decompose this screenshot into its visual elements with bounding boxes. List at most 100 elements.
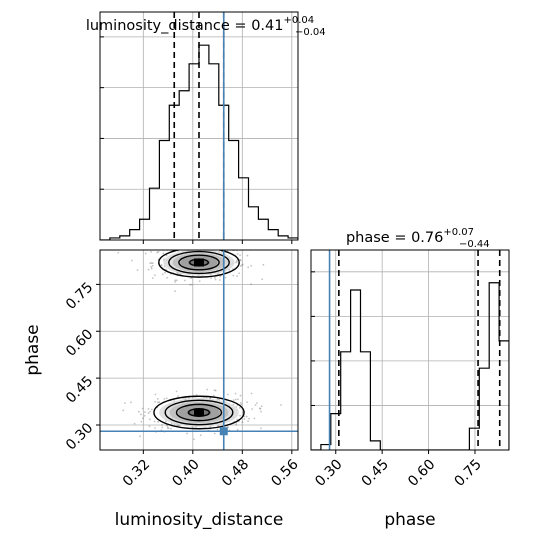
mode-peak-1 [194, 408, 204, 417]
sample-point [157, 250, 160, 253]
y-axis-label-phase: phase [23, 324, 43, 375]
sample-point [139, 435, 141, 438]
sample-point [167, 427, 170, 430]
sample-point [162, 252, 165, 255]
sample-point [150, 266, 153, 268]
sample-point [157, 401, 159, 404]
sample-point [213, 432, 216, 435]
contour-0-0 [158, 250, 240, 278]
hist-phase-steps [311, 282, 509, 450]
sample-point [186, 432, 188, 435]
sample-point [147, 268, 150, 271]
sample-point [163, 397, 166, 400]
sample-point [188, 247, 190, 249]
mode-peak-0 [194, 258, 204, 267]
sample-point [235, 261, 238, 264]
sample-point [143, 414, 146, 417]
sample-point [156, 397, 159, 400]
sample-point [239, 258, 241, 261]
sample-point [142, 417, 144, 420]
sample-point [197, 243, 199, 245]
contour-1-2 [175, 403, 223, 422]
sample-point [262, 263, 265, 266]
hist-phase-quantiles [338, 250, 501, 450]
contour-1-1 [164, 399, 234, 426]
sample-point [149, 262, 152, 265]
sample-point [260, 410, 262, 413]
sample-point [204, 245, 206, 247]
sample-point [250, 264, 253, 267]
sample-point [143, 411, 146, 414]
sample-point [188, 244, 190, 246]
sample-point [149, 410, 151, 413]
sample-point [179, 273, 182, 276]
sample-point [235, 260, 238, 263]
sample-point [204, 242, 206, 244]
sample-point [280, 404, 282, 406]
contour-0-2 [178, 254, 220, 271]
sample-point [139, 413, 142, 416]
scatter-luminosity_distance-phase-panel: 0.32 0.40 0.48 0.56 0.30 0.45 0.60 0.75 [63, 241, 302, 490]
sample-point [189, 283, 191, 286]
sample-point [193, 438, 195, 441]
sample-point [117, 251, 120, 254]
sample-point [148, 418, 151, 421]
sample-point [166, 426, 169, 429]
hist-phase-title: phase = 0.76+0.07 [346, 227, 474, 246]
sample-point [181, 245, 183, 247]
sample-point [239, 265, 242, 267]
sample-point [239, 259, 242, 262]
sample-point [195, 394, 198, 396]
sample-point [180, 247, 182, 249]
sample-point [154, 427, 156, 429]
scatter-ytick-label-3: 0.75 [63, 279, 96, 312]
sample-point [150, 251, 153, 253]
sample-point [220, 243, 222, 245]
sample-point [236, 275, 238, 277]
scatter-ytick-label-1: 0.45 [63, 373, 96, 406]
sample-point [250, 392, 253, 395]
sample-point [232, 274, 235, 277]
contour-0-1 [168, 250, 230, 275]
sample-point [235, 423, 238, 426]
contour-1-0 [153, 395, 245, 430]
sample-point [151, 262, 154, 265]
sample-point [166, 276, 169, 279]
sample-point [213, 389, 216, 392]
sample-point [136, 269, 139, 272]
sample-point [190, 283, 193, 286]
hist-phase-title-minus: −0.44 [459, 239, 490, 250]
hist-luminosity_distance-grid [100, 12, 298, 240]
scatter-xtick-label-1: 0.40 [169, 456, 202, 489]
sample-point [234, 398, 237, 401]
sample-point [160, 263, 163, 266]
sample-point [122, 409, 125, 412]
sample-point [236, 428, 239, 431]
sample-point [133, 422, 136, 425]
sample-point [151, 264, 154, 267]
sample-point [212, 394, 215, 397]
hist-phase-xtick-label-2: 0.60 [405, 456, 438, 489]
hist-phase-grid [311, 250, 509, 450]
sample-point [150, 408, 153, 411]
sample-point [187, 246, 189, 248]
sample-point [210, 277, 213, 279]
sample-point [183, 245, 185, 247]
sample-point [150, 267, 153, 270]
hist-luminosity_distance-ticks [100, 36, 293, 244]
sample-point [124, 402, 126, 404]
scatter-xtick-label-0: 0.32 [120, 456, 153, 489]
sample-point [196, 247, 198, 249]
sample-point [174, 281, 176, 283]
sample-point [219, 275, 222, 278]
sample-point [166, 425, 169, 428]
sample-point [250, 283, 253, 286]
sample-point [241, 263, 244, 266]
sample-point [141, 407, 144, 410]
sample-point [165, 397, 168, 400]
sample-point [236, 418, 239, 421]
sample-point [183, 241, 185, 243]
sample-point [239, 401, 242, 404]
sample-point [236, 253, 239, 255]
hist-phase-panel: 0.30 0.45 0.60 0.75 phase = 0.76+0.07 −0.44 [310, 227, 510, 490]
